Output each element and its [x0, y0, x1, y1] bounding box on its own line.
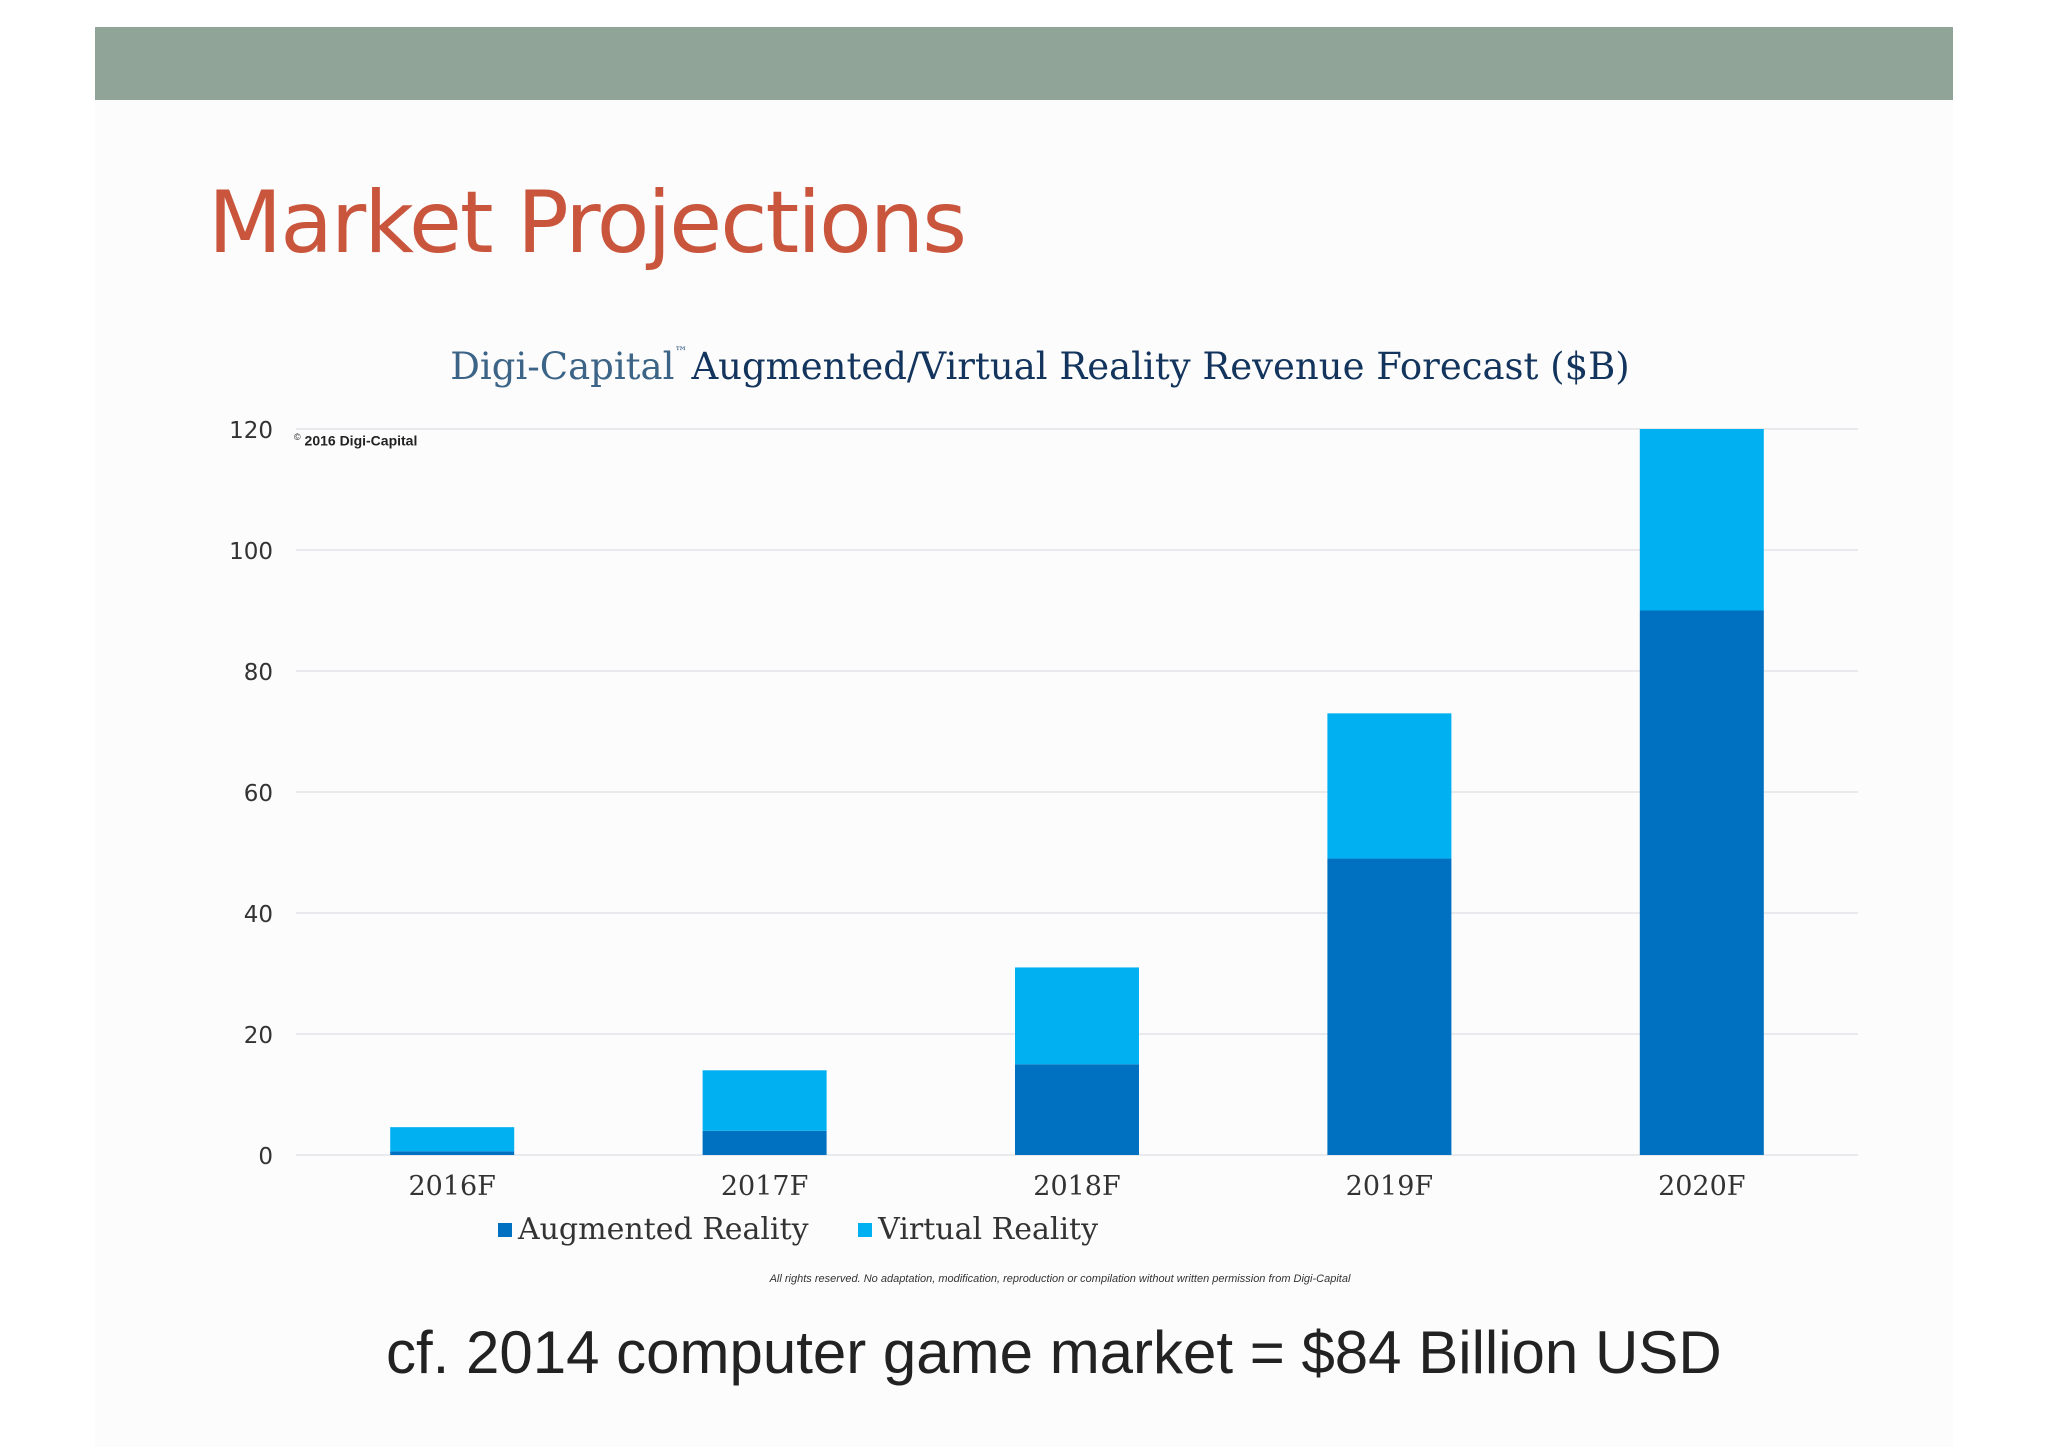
bar-virtual-reality	[1327, 713, 1452, 859]
copyright-text: 2016 Digi-Capital	[304, 432, 418, 449]
bar-augmented-reality	[390, 1151, 515, 1155]
x-tick-label: 2016F	[408, 1171, 495, 1202]
chart-title-brand: Digi-Capital	[450, 345, 675, 388]
y-axis-ticks: 0 20 40 60 80 100 120	[229, 418, 273, 1170]
y-tick-label: 60	[244, 781, 273, 807]
bar-augmented-reality	[1015, 1064, 1139, 1155]
legend-item-augmented-reality: Augmented Reality	[497, 1212, 809, 1247]
legend-label-vr: Virtual Reality	[878, 1212, 1099, 1247]
bar-augmented-reality	[1639, 610, 1764, 1155]
rights-notice: All rights reserved. No adaptation, modi…	[769, 1273, 1351, 1285]
chart-bars	[390, 429, 1764, 1155]
x-tick-label: 2020F	[1658, 1171, 1745, 1202]
legend-item-virtual-reality: Virtual Reality	[858, 1212, 1098, 1247]
y-tick-label: 40	[244, 902, 273, 928]
bar-augmented-reality	[702, 1130, 827, 1155]
trademark-symbol: ™	[674, 345, 688, 360]
x-tick-label: 2019F	[1346, 1171, 1433, 1202]
y-tick-label: 0	[258, 1144, 273, 1170]
y-tick-label: 100	[229, 539, 273, 565]
bar-virtual-reality	[390, 1127, 515, 1152]
chart-title: Digi-Capital™ Augmented/Virtual Reality R…	[0, 345, 2048, 388]
x-axis-ticks: 2016F 2017F 2018F 2019F 2020F	[408, 1171, 1745, 1202]
y-tick-label: 80	[244, 660, 273, 686]
bar-virtual-reality	[702, 1070, 827, 1131]
slide-title: Market Projections	[208, 173, 967, 273]
header-band	[95, 27, 1953, 100]
bar-augmented-reality	[1327, 858, 1452, 1155]
legend-swatch-vr	[858, 1223, 873, 1237]
y-tick-label: 20	[244, 1023, 273, 1049]
legend-swatch-ar	[497, 1223, 512, 1237]
x-tick-label: 2017F	[721, 1171, 808, 1202]
chart-title-text: Augmented/Virtual Reality Revenue Foreca…	[691, 345, 1630, 388]
y-tick-label: 120	[229, 418, 273, 444]
slide-footnote: cf. 2014 computer game market = $84 Bill…	[386, 1319, 1722, 1386]
copyright-symbol: ©	[294, 432, 301, 442]
chart-copyright: © 2016 Digi-Capital	[294, 432, 417, 449]
x-tick-label: 2018F	[1033, 1171, 1120, 1202]
bar-virtual-reality	[1639, 429, 1764, 611]
chart-legend: Augmented Reality Virtual Reality	[0, 1212, 1596, 1247]
bar-virtual-reality	[1015, 967, 1139, 1065]
legend-label-ar: Augmented Reality	[517, 1212, 809, 1247]
